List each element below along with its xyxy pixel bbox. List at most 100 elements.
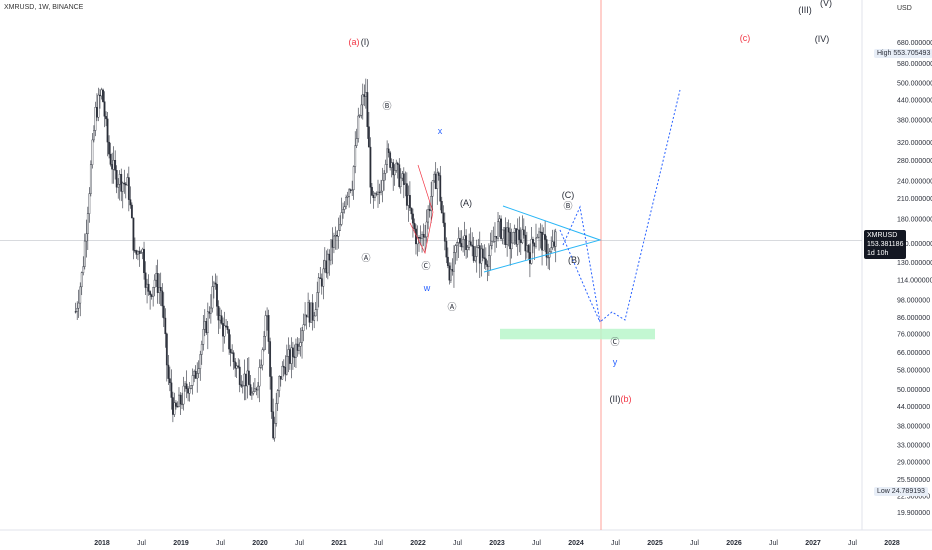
candle-body [194,370,197,379]
high-value: 553.705493 [893,50,931,57]
candle-body [393,170,396,176]
candle-body [320,278,323,287]
candle-body [153,279,156,288]
wave-label: y [613,357,618,367]
candle-body [518,229,521,240]
wave-label: Ⓒ [610,337,619,347]
low-marker: Low 24.789193 [874,487,928,496]
candle-body [281,365,284,380]
candle-body [83,240,86,267]
candle-body [398,164,401,187]
candle-body [80,272,83,288]
candle-body [498,218,501,222]
candle-body [234,361,237,369]
candle-body [536,236,539,239]
candle-body [366,92,369,127]
candle-body [337,230,340,237]
candle-body [292,347,294,357]
candle-body [231,352,234,354]
candle-body [255,388,258,391]
candle-body [442,212,445,224]
candle-body [217,306,220,321]
candle-body [141,248,144,253]
candle-body [108,141,110,155]
candle-body [360,104,363,116]
candle-body [424,236,426,238]
high-label: High [877,50,892,57]
candle-body [431,180,434,197]
candle-body [328,253,331,261]
candle-body [209,307,212,314]
candle-body [529,252,531,264]
candle-body [439,175,442,202]
wave-label: (B) [568,255,580,265]
candle-body [492,241,495,243]
candle-body [260,364,262,368]
wave-label: (A) [460,198,472,208]
candle-body [129,199,132,206]
candle-body [273,423,276,439]
y-tick-label: 66.000000 [897,350,930,357]
y-tick-label: 320.000000 [897,140,932,147]
x-tick-label: Jul [532,540,541,547]
candle-body [184,383,186,387]
candle-body [480,248,483,264]
candle-body [190,385,193,389]
candle-body [237,365,240,368]
y-tick-label: 240.000000 [897,178,932,185]
candle-body [433,173,436,182]
candle-body [553,241,556,247]
triangle-pattern [483,205,602,273]
candle-body [288,349,291,364]
candle-body [77,302,80,309]
candle-body [112,160,115,170]
candle-body [399,177,402,187]
candle-body [437,172,440,176]
candle-body [263,336,265,350]
candle-body [123,182,126,185]
y-tick-label: 180.000000 [897,217,932,224]
candle-body [178,394,180,407]
wave-label: (V) [820,0,832,8]
wave-label: (c) [740,33,751,43]
candle-body [241,385,244,387]
candle-body [79,286,82,304]
candle-body [323,260,326,270]
candle-body [395,162,398,171]
candle-body [235,365,238,369]
candle-body [402,173,405,185]
candle-body [468,241,471,248]
current-countdown: 1d 10h [867,250,889,257]
candle-body [97,94,100,118]
candle-body [538,231,540,238]
candle-body [419,237,422,239]
candle-body [143,248,145,274]
candle-body [322,268,325,287]
candle-body [225,325,227,327]
candle-body [418,237,420,239]
candle-body [89,164,92,194]
candle-body [135,250,138,255]
candle-body [474,256,477,261]
x-tick-label: 2027 [805,540,821,547]
candle-body [386,148,389,165]
candle-body [357,115,360,139]
candle-body [111,164,114,170]
candle-body [392,162,395,176]
y-tick-label: 680.000000 [897,40,932,47]
candle-body [507,227,510,233]
candle-body [86,213,89,235]
candle-body [202,329,205,345]
candle-body [522,229,525,236]
candle-body [487,255,490,267]
y-tick-label: 29.000000 [897,460,930,467]
candle-body [219,315,221,321]
candle-body [191,375,194,386]
candle-body [249,384,252,396]
candle-body [539,231,542,233]
candle-body [405,183,408,206]
candle-body [500,218,502,239]
candle-body [501,229,504,239]
candle-body [150,294,153,297]
